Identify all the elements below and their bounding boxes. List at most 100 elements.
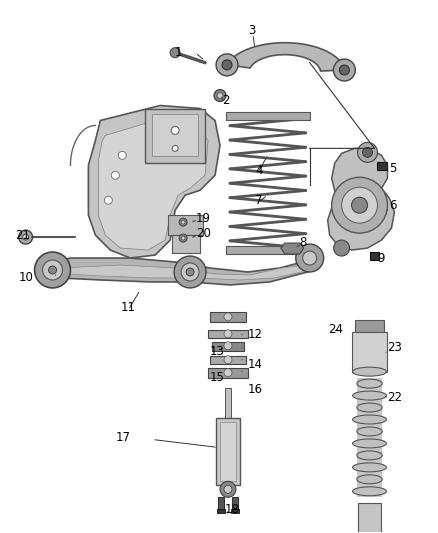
Bar (357, 425, 382, 438)
Circle shape (303, 251, 317, 265)
Bar (357, 390, 382, 401)
Circle shape (181, 263, 199, 281)
Text: 24: 24 (328, 324, 343, 336)
Ellipse shape (353, 463, 386, 472)
Bar (152, 115, 198, 156)
Ellipse shape (357, 379, 382, 388)
Circle shape (224, 342, 232, 350)
Bar (357, 462, 382, 473)
Text: 14: 14 (248, 358, 263, 371)
Circle shape (214, 90, 226, 101)
Ellipse shape (357, 451, 382, 460)
Ellipse shape (353, 391, 386, 400)
Ellipse shape (357, 403, 382, 412)
Text: 1: 1 (175, 46, 183, 59)
Bar (210, 312, 246, 322)
Bar (357, 449, 382, 462)
Text: 21: 21 (14, 229, 30, 241)
Circle shape (172, 146, 178, 151)
Circle shape (118, 151, 126, 159)
Circle shape (170, 47, 180, 58)
Bar (357, 473, 382, 486)
Bar (216, 417, 240, 486)
Bar (208, 330, 248, 338)
Polygon shape (99, 120, 208, 250)
Bar (172, 235, 200, 253)
Bar (208, 368, 248, 378)
Bar (168, 215, 203, 235)
Bar (220, 422, 236, 481)
Circle shape (23, 234, 28, 240)
Circle shape (181, 236, 185, 240)
Bar (357, 486, 382, 497)
Ellipse shape (353, 487, 386, 496)
Bar (210, 356, 246, 364)
Circle shape (19, 230, 32, 244)
Bar (357, 503, 381, 533)
Ellipse shape (353, 439, 386, 448)
Circle shape (224, 313, 232, 321)
Circle shape (174, 256, 206, 288)
Circle shape (216, 54, 238, 76)
Ellipse shape (357, 475, 382, 484)
Text: 23: 23 (388, 341, 403, 354)
Bar (231, 509, 239, 513)
Bar (378, 163, 388, 171)
Circle shape (224, 486, 232, 493)
Text: 22: 22 (388, 391, 403, 404)
Circle shape (217, 93, 223, 99)
Ellipse shape (357, 427, 382, 436)
Bar (370, 252, 379, 260)
Text: 11: 11 (120, 301, 135, 314)
Polygon shape (41, 252, 320, 285)
Text: 2: 2 (222, 94, 230, 107)
Text: 13: 13 (210, 345, 225, 358)
Circle shape (49, 266, 57, 274)
Ellipse shape (353, 415, 386, 424)
Bar (355, 320, 385, 332)
Bar (357, 378, 382, 390)
Circle shape (334, 240, 350, 256)
Circle shape (296, 244, 324, 272)
Text: 18: 18 (225, 503, 240, 516)
Circle shape (179, 218, 187, 226)
Bar (212, 342, 244, 351)
Ellipse shape (353, 367, 386, 376)
Bar (218, 497, 224, 511)
Circle shape (342, 187, 378, 223)
Text: 10: 10 (19, 271, 34, 285)
Circle shape (111, 171, 119, 179)
Text: 20: 20 (196, 227, 211, 240)
Text: 19: 19 (196, 212, 211, 224)
Text: 3: 3 (248, 24, 255, 37)
Text: 17: 17 (115, 431, 131, 444)
Polygon shape (227, 43, 344, 71)
Text: 6: 6 (389, 199, 397, 212)
Polygon shape (281, 243, 304, 254)
Circle shape (222, 60, 232, 70)
Circle shape (179, 234, 187, 242)
Bar (225, 387, 231, 417)
Polygon shape (328, 148, 395, 250)
Text: 5: 5 (389, 162, 397, 175)
Text: 16: 16 (248, 383, 263, 396)
Bar (352, 332, 388, 372)
Bar (357, 414, 382, 425)
Circle shape (35, 252, 71, 288)
Bar (145, 109, 205, 163)
Circle shape (186, 268, 194, 276)
Circle shape (339, 65, 350, 75)
Circle shape (357, 142, 378, 163)
Text: 9: 9 (378, 252, 385, 264)
Text: 8: 8 (300, 236, 307, 248)
Circle shape (332, 177, 388, 233)
Bar (357, 438, 382, 449)
Text: 12: 12 (248, 328, 263, 341)
Polygon shape (88, 106, 220, 258)
Text: 15: 15 (210, 371, 225, 384)
Circle shape (104, 196, 112, 204)
Circle shape (363, 148, 372, 157)
Circle shape (224, 369, 232, 377)
Circle shape (181, 220, 185, 224)
Circle shape (220, 481, 236, 497)
